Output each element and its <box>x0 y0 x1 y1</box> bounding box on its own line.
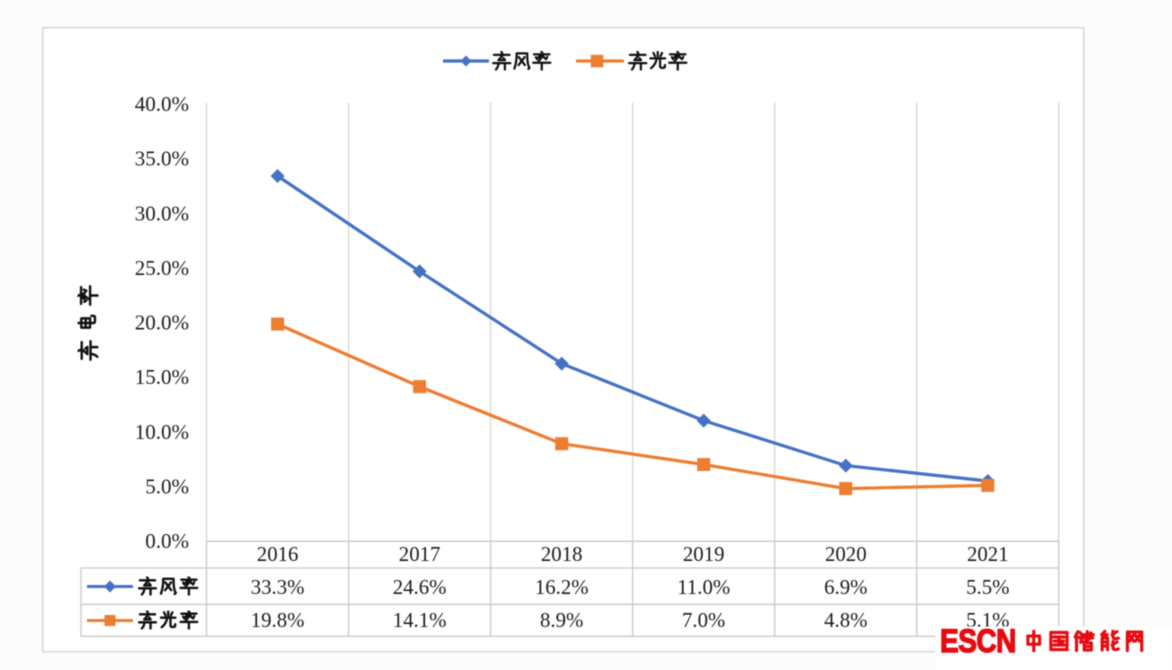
svg-text:6.9%: 6.9% <box>824 576 867 599</box>
svg-text:15.0%: 15.0% <box>135 365 189 389</box>
svg-text:33.3%: 33.3% <box>251 576 305 599</box>
svg-text:5.5%: 5.5% <box>966 576 1009 599</box>
svg-text:20.0%: 20.0% <box>135 311 189 335</box>
svg-text:5.0%: 5.0% <box>145 474 189 498</box>
svg-text:ESCN: ESCN <box>940 624 1016 659</box>
svg-text:2019: 2019 <box>683 543 725 566</box>
svg-text:0.0%: 0.0% <box>145 529 189 553</box>
svg-text:2018: 2018 <box>541 543 583 566</box>
svg-text:16.2%: 16.2% <box>535 576 589 599</box>
svg-text:14.1%: 14.1% <box>393 609 447 632</box>
svg-text:8.9%: 8.9% <box>540 609 583 632</box>
svg-text:25.0%: 25.0% <box>135 256 189 280</box>
svg-text:7.0%: 7.0% <box>682 609 725 632</box>
svg-text:11.0%: 11.0% <box>677 576 730 599</box>
svg-text:24.6%: 24.6% <box>393 576 447 599</box>
svg-text:2017: 2017 <box>399 543 441 566</box>
svg-text:40.0%: 40.0% <box>135 92 189 116</box>
svg-text:4.8%: 4.8% <box>824 609 867 632</box>
svg-text:2020: 2020 <box>825 543 867 566</box>
svg-text:2016: 2016 <box>257 543 299 566</box>
svg-text:30.0%: 30.0% <box>135 201 189 225</box>
svg-text:5.1%: 5.1% <box>966 609 1009 632</box>
svg-text:19.8%: 19.8% <box>251 609 305 632</box>
svg-text:2021: 2021 <box>967 543 1009 566</box>
svg-text:35.0%: 35.0% <box>135 147 189 171</box>
svg-text:10.0%: 10.0% <box>135 420 189 444</box>
